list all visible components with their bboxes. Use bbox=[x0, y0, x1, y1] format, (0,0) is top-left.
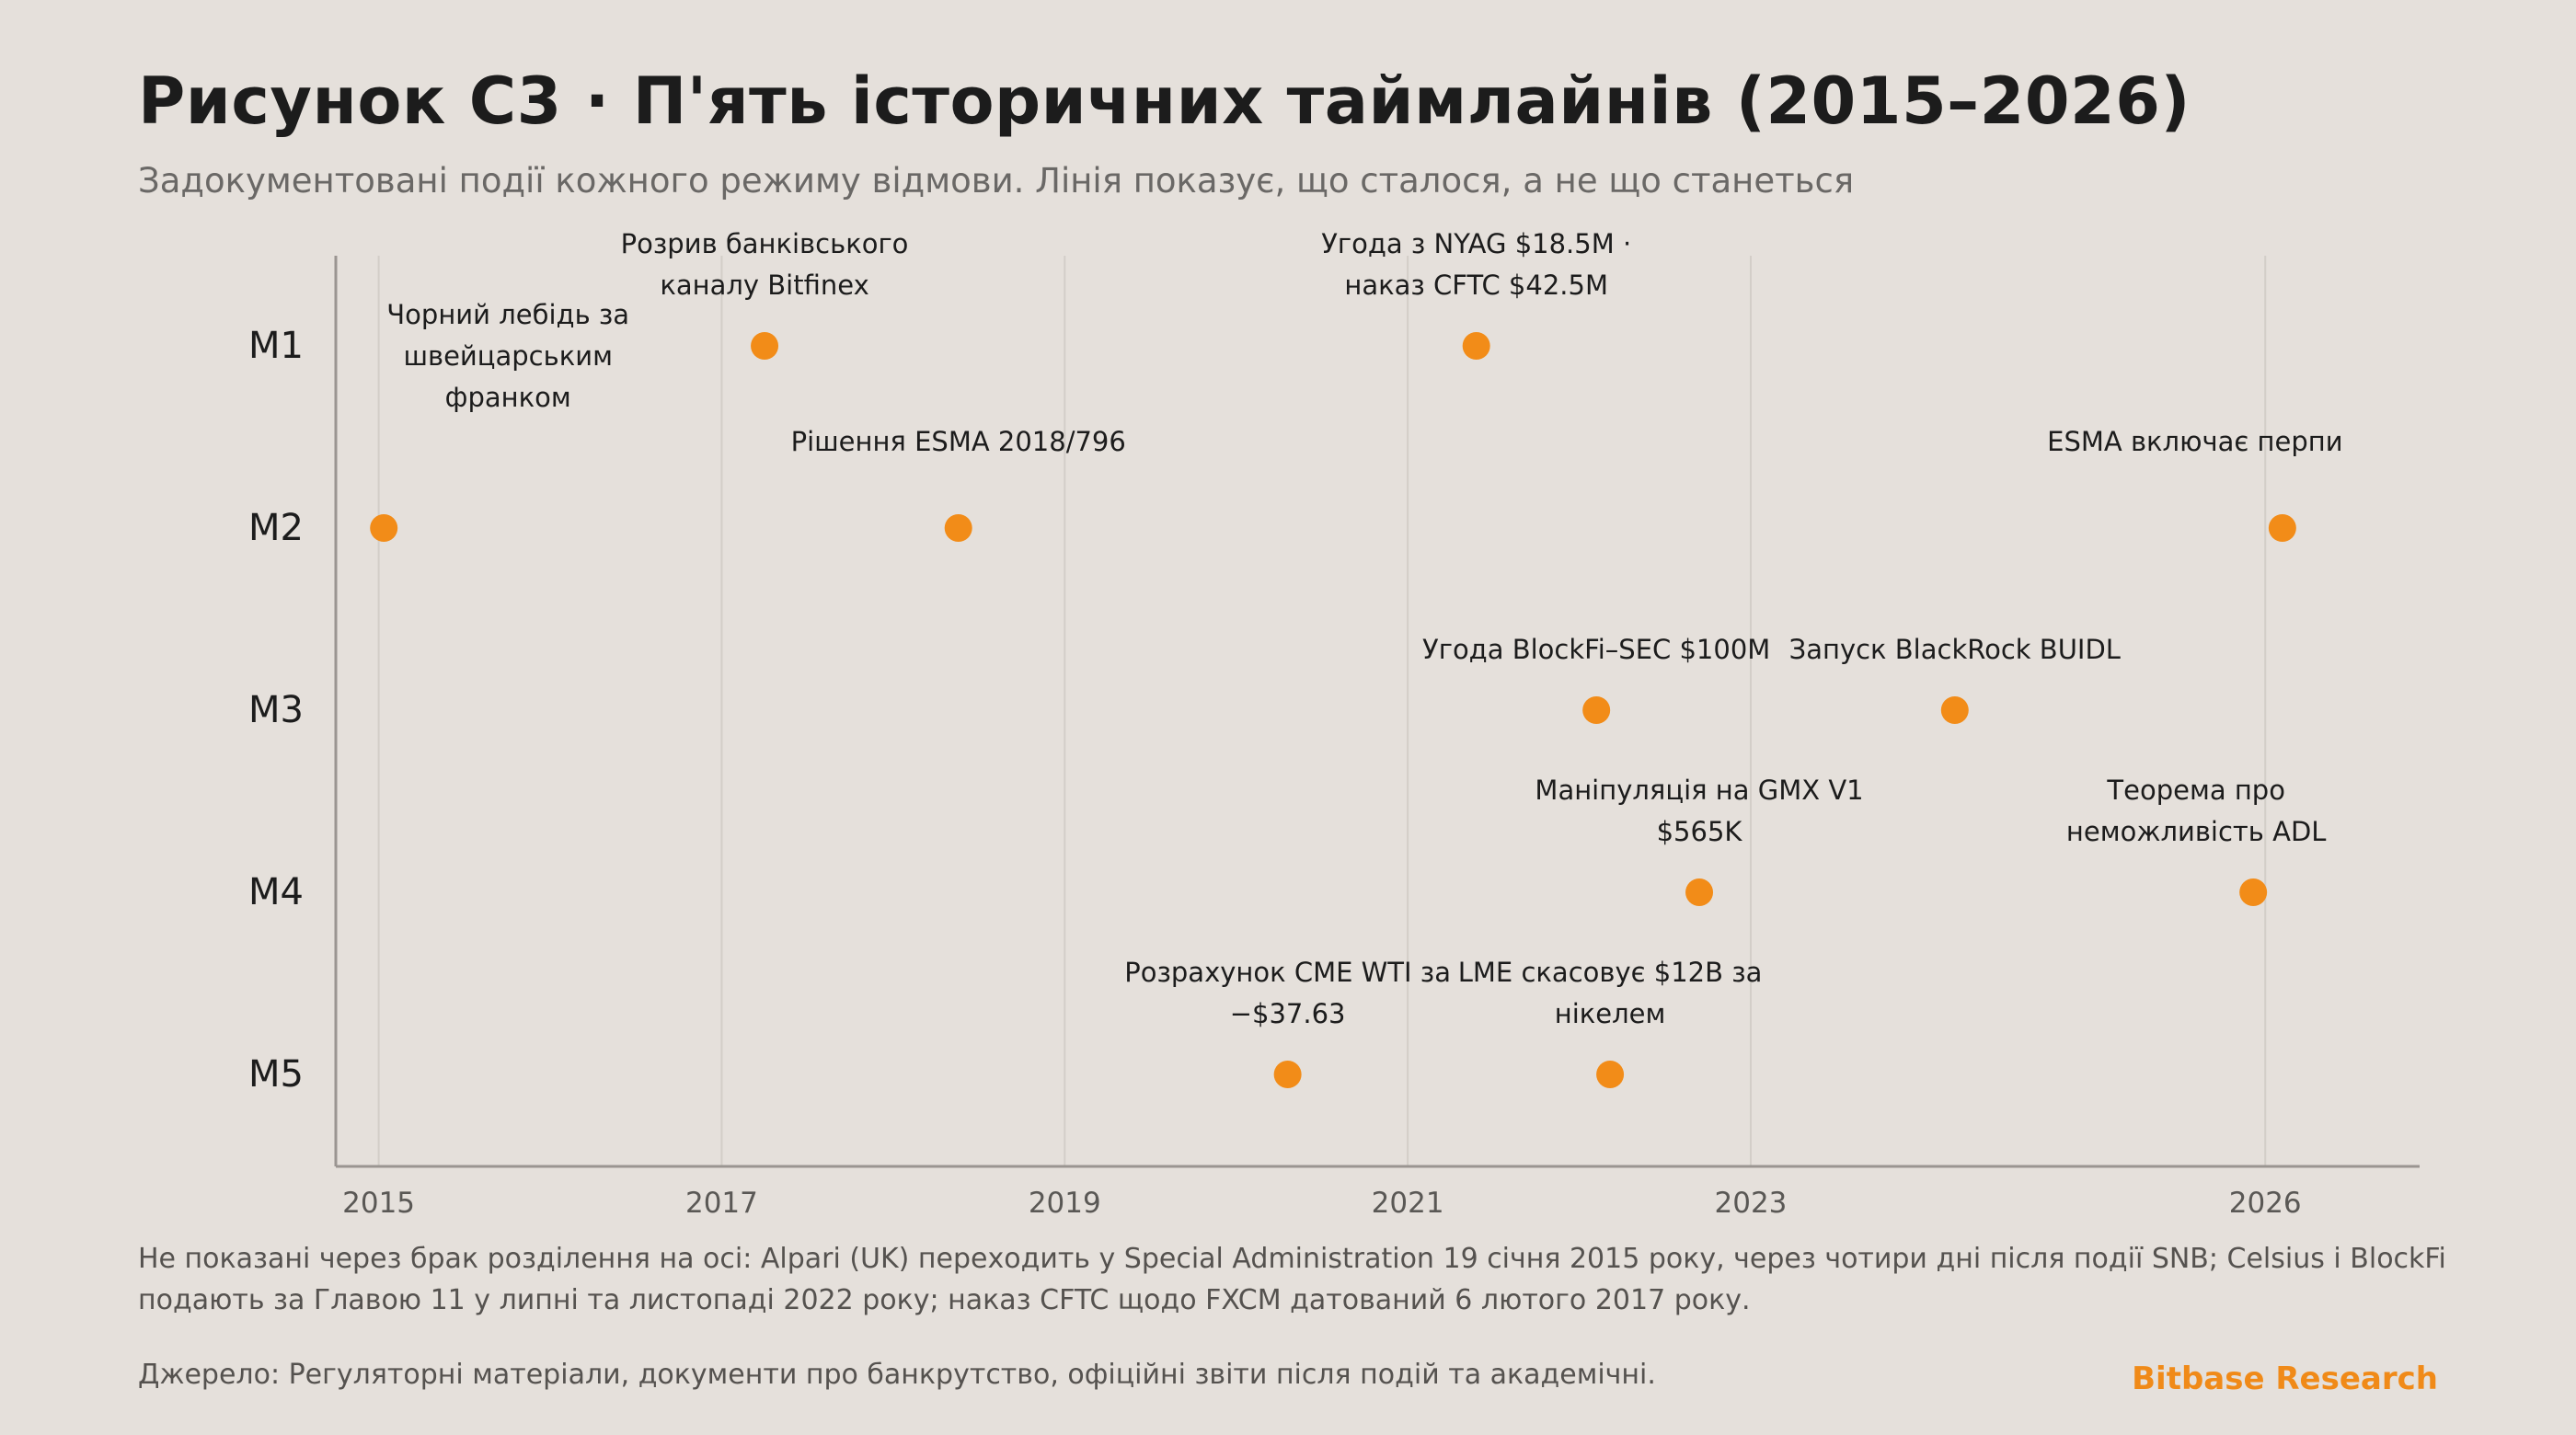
annotation-line: LME скасовує $12B за bbox=[1458, 957, 1763, 988]
annotation-line: Розрахунок CME WTI за bbox=[1124, 957, 1451, 988]
annotation-line: Маніпуляція на GMX V1 bbox=[1535, 775, 1863, 806]
data-point bbox=[1685, 878, 1714, 906]
x-tick-label: 2023 bbox=[1715, 1187, 1788, 1214]
data-point bbox=[2239, 878, 2268, 906]
annotation-line: Чорний лебідь за bbox=[386, 299, 629, 330]
annotation-line: −$37.63 bbox=[1230, 998, 1346, 1029]
x-tick-label: 2021 bbox=[1372, 1187, 1444, 1214]
annotation-line: каналу Bitfinex bbox=[660, 270, 868, 301]
annotation-line: Запуск BlackRock BUIDL bbox=[1789, 634, 2121, 665]
annotation-line: швейцарським bbox=[403, 340, 613, 372]
point-annotation: Розрив банківського каналу Bitfinex bbox=[621, 228, 909, 301]
source-note: Джерело: Регуляторні матеріали, документ… bbox=[138, 1359, 1656, 1391]
data-point bbox=[370, 514, 398, 542]
annotation-line: Угода з NYAG $18.5M · bbox=[1321, 228, 1631, 259]
point-annotation: Маніпуляція на GMX V1 $565K bbox=[1535, 775, 1863, 847]
y-category-label: M4 bbox=[248, 871, 304, 913]
y-category-label: M1 bbox=[248, 325, 304, 367]
point-annotation: Угода BlockFi–SEC $100M bbox=[1422, 634, 1770, 665]
chart-title: Рисунок C3 · П'ять історичних таймлайнів… bbox=[138, 63, 2191, 139]
point-annotation: Чорний лебідь за швейцарським франком bbox=[386, 299, 629, 413]
y-category-label: M5 bbox=[248, 1053, 304, 1096]
annotation-line: нікелем bbox=[1555, 998, 1666, 1029]
data-point bbox=[1462, 332, 1490, 360]
annotation-line: Теорема про bbox=[2106, 775, 2285, 806]
x-tick-label: 2026 bbox=[2229, 1187, 2302, 1214]
brand-logo: Bitbase Research bbox=[2132, 1360, 2438, 1397]
point-annotation: LME скасовує $12B за нікелем bbox=[1458, 957, 1763, 1029]
data-point bbox=[1582, 696, 1611, 724]
annotation-line: франком bbox=[445, 382, 571, 413]
footnote: Не показані через брак розділення на осі… bbox=[138, 1243, 2446, 1316]
data-point bbox=[751, 332, 779, 360]
x-tick-label: 2019 bbox=[1029, 1187, 1101, 1214]
annotation-line: Розрив банківського bbox=[621, 228, 909, 259]
annotation-line: ESMA включає перпи bbox=[2047, 426, 2342, 457]
y-category-label: M3 bbox=[248, 689, 304, 731]
x-tick-label: 2015 bbox=[342, 1187, 415, 1214]
data-point bbox=[1596, 1061, 1625, 1088]
timeline-chart: 2015 2017 2019 2021 2023 2026 M1 M2 M3 M4 M5 Розрив… bbox=[248, 228, 2420, 1214]
point-annotation: Розрахунок CME WTI за −$37.63 bbox=[1124, 957, 1451, 1029]
annotation-line: неможливість ADL bbox=[2066, 816, 2327, 847]
chart-subtitle: Задокументовані події кожного режиму від… bbox=[138, 161, 1855, 201]
point-annotation: Теорема про неможливість ADL bbox=[2066, 775, 2327, 847]
point-annotation: Угода з NYAG $18.5M · наказ CFTC $42.5M bbox=[1321, 228, 1631, 301]
data-point bbox=[1940, 696, 1969, 724]
point-annotation: Запуск BlackRock BUIDL bbox=[1789, 634, 2121, 665]
point-annotation: Рішення ESMA 2018/796 bbox=[791, 426, 1126, 457]
data-point bbox=[2268, 514, 2296, 542]
x-tick-label: 2017 bbox=[685, 1187, 758, 1214]
annotation-line: $565K bbox=[1657, 816, 1743, 847]
annotation-line: наказ CFTC $42.5M bbox=[1344, 270, 1608, 301]
data-point bbox=[1273, 1061, 1302, 1088]
annotation-line: Рішення ESMA 2018/796 bbox=[791, 426, 1126, 457]
y-category-label: M2 bbox=[248, 507, 304, 549]
data-point bbox=[944, 514, 972, 542]
point-annotation: ESMA включає перпи bbox=[2047, 426, 2342, 457]
annotation-line: Угода BlockFi–SEC $100M bbox=[1422, 634, 1770, 665]
